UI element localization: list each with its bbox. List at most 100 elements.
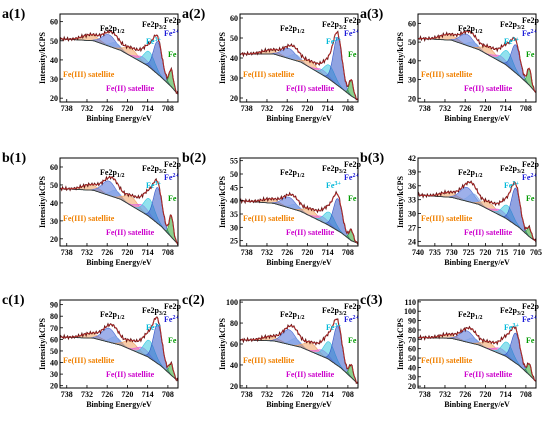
y-tick-label: 50 [408, 38, 416, 47]
fit-envelope-line [417, 326, 537, 382]
panel-label: a(1) [2, 7, 26, 22]
fe3plus-label-script: 3+ [154, 181, 161, 187]
background-line [59, 188, 179, 245]
fe0-label: Fe [168, 194, 177, 203]
fe2p12-label-script: 1/2 [475, 173, 483, 179]
x-tick-label: 720 [301, 248, 313, 257]
x-tick-label: 708 [342, 390, 354, 399]
fe2p-label: Fe2p [344, 16, 361, 25]
fe3plus-label-main: Fe [326, 37, 335, 46]
x-tick-label: 708 [162, 248, 174, 257]
y-tick-label: 100 [404, 307, 416, 316]
x-tick-label: 726 [281, 248, 293, 257]
fe2plus-label-main: Fe [344, 29, 353, 38]
fe0-label: Fe [348, 336, 357, 345]
y-tick-label: 50 [230, 34, 238, 43]
y-tick-label: 30 [50, 217, 58, 226]
fe2plus-label-main: Fe [344, 173, 353, 182]
y-axis-title: Intensity/kCPS [38, 317, 47, 370]
x-tick-label: 710 [513, 248, 525, 257]
fe2p-label: Fe2p [164, 16, 181, 25]
fit-envelope-line [240, 192, 359, 244]
fe3plus-label: Fe3+ [146, 37, 161, 46]
y-tick-label: 60 [50, 335, 58, 344]
y-tick-label: 60 [230, 340, 238, 349]
y-tick-label: 40 [230, 54, 238, 63]
fe2p32-label-main: Fe2p [142, 164, 159, 173]
y-tick-label: 30 [408, 210, 416, 219]
fe2plus-label-script: 2+ [172, 173, 179, 179]
y-tick-label: 55 [230, 157, 238, 166]
fe2p32-label-main: Fe2p [322, 164, 339, 173]
y-tick-label: 60 [50, 163, 58, 172]
y-tick-label: 50 [50, 181, 58, 190]
x-tick-label: 715 [496, 248, 508, 257]
x-tick-label: 730 [446, 248, 458, 257]
fe2plus-label: Fe2+ [522, 315, 537, 324]
plot-frame [239, 157, 359, 247]
plot-frame [417, 299, 537, 389]
x-tick-label: 714 [322, 104, 334, 113]
fe3plus-label-script: 3+ [334, 37, 341, 43]
y-axis-title: Intensity/kCPS [218, 175, 227, 228]
fe2plus-label-script: 2+ [530, 315, 537, 321]
fit-envelope-line [417, 181, 537, 242]
x-tick-label: 720 [301, 390, 313, 399]
x-tick-label: 732 [81, 104, 93, 113]
fe2-satellite-label: Fe(II) satellite [464, 228, 513, 237]
y-tick-label: 60 [408, 19, 416, 28]
y-tick-label: 50 [50, 37, 58, 46]
x-tick-label: 705 [530, 248, 542, 257]
fe2-satellite-label: Fe(II) satellite [286, 84, 335, 93]
panel-label: c(3) [360, 293, 383, 308]
fe3-satellite-label: Fe(III) satellite [421, 214, 473, 223]
fe2p12-label-main: Fe2p [100, 24, 117, 33]
x-tick-label: 738 [241, 104, 253, 113]
panel-b1: b(1) 738 732 726 720 714 708 20 30 40 50 60 Binbing … [2, 151, 181, 267]
fe3plus-label: Fe3+ [504, 181, 519, 190]
y-axis-title: Intensity/kCPS [396, 31, 405, 84]
y-tick-label: 40 [230, 197, 238, 206]
fe2p32-label-script: 3/2 [339, 311, 347, 317]
fe3plus-label: Fe3+ [326, 323, 341, 332]
x-tick-label: 732 [439, 390, 451, 399]
x-axis-title: Binbing Energy/eV [266, 114, 332, 123]
fe2p12-label-main: Fe2p [458, 310, 475, 319]
x-tick-label: 732 [81, 248, 93, 257]
fit-envelope-line [417, 30, 537, 93]
fe0-label: Fe [526, 50, 535, 59]
fe2p-label: Fe2p [344, 302, 361, 311]
y-tick-label: 20 [50, 382, 58, 391]
fe2p12-label-main: Fe2p [100, 168, 117, 177]
fe2plus-label: Fe2+ [522, 29, 537, 38]
fe3plus-label-script: 3+ [512, 37, 519, 43]
panel-label: b(2) [182, 151, 206, 166]
x-tick-label: 714 [142, 248, 154, 257]
background-line [417, 37, 537, 93]
y-axis-title: Intensity/kCPS [218, 317, 227, 370]
y-tick-label: 40 [50, 359, 58, 368]
fe2p32-label-script: 3/2 [517, 311, 525, 317]
fe2p12-label-script: 1/2 [297, 29, 305, 35]
panel-b3: b(3) 740 735 730 725 720 715 710 705 24 27 30 33 36 39… [360, 151, 542, 267]
fe3plus-label-main: Fe [146, 37, 155, 46]
x-tick-label: 726 [459, 104, 471, 113]
plot-frame [59, 299, 179, 389]
x-tick-label: 738 [241, 390, 253, 399]
plot-frame [59, 157, 179, 247]
x-tick-label: 714 [142, 104, 154, 113]
y-tick-label: 80 [50, 312, 58, 321]
fe2p12-label-script: 1/2 [297, 315, 305, 321]
x-tick-label: 738 [61, 248, 73, 257]
fe2plus-label: Fe2+ [522, 173, 537, 182]
plot-frame [59, 13, 179, 103]
fe3-satellite-label: Fe(III) satellite [63, 70, 115, 79]
fe2-satellite-label: Fe(II) satellite [464, 370, 513, 379]
y-tick-label: 40 [408, 57, 416, 66]
y-tick-label: 70 [408, 335, 416, 344]
fe0-label: Fe [168, 336, 177, 345]
y-tick-label: 24 [408, 237, 416, 246]
fe2p32-label: Fe2p3/2 [142, 164, 167, 175]
panel-label: b(3) [360, 151, 384, 166]
